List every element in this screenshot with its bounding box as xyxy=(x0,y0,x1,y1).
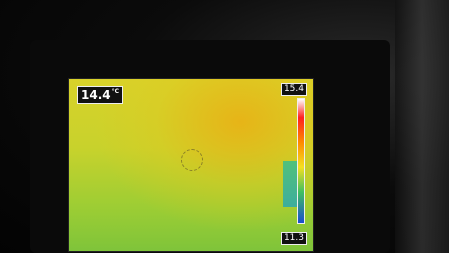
reading-value: 14.4 xyxy=(81,88,111,102)
background-object xyxy=(395,0,449,253)
reading-unit: °C xyxy=(112,88,119,95)
crosshair xyxy=(181,149,203,171)
thermal-display: 14.4°C 15.4 11.3 xyxy=(68,78,314,252)
photo: 14.4°C 15.4 11.3 xyxy=(0,0,449,253)
scale-min: 11.3 xyxy=(281,232,307,245)
color-scale-bar xyxy=(297,98,305,224)
temperature-reading: 14.4°C xyxy=(77,86,123,104)
scale-max: 15.4 xyxy=(281,83,307,96)
